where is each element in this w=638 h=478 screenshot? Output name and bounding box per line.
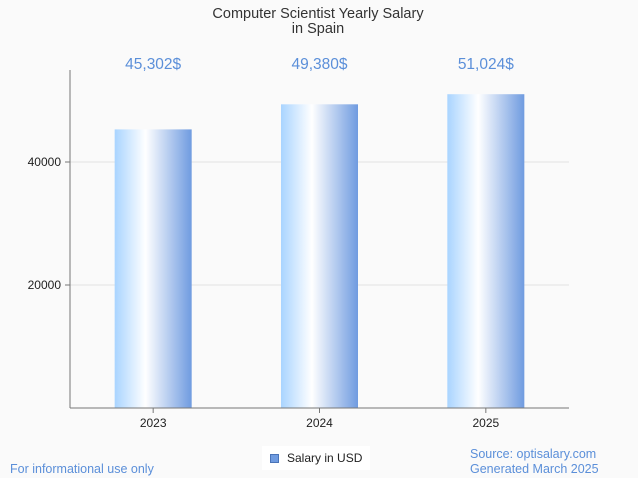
source-text: Source: optisalary.com	[470, 447, 597, 461]
y-tick-label: 40000	[28, 155, 62, 169]
x-tick-label: 2024	[306, 416, 333, 430]
chart-title-line-1: Computer Scientist Yearly Salary	[212, 6, 424, 22]
generated-text: Generated March 2025	[470, 462, 599, 476]
legend-swatch	[270, 453, 279, 463]
bar	[281, 104, 358, 409]
bar	[447, 94, 525, 409]
data-label: 49,380$	[291, 56, 347, 73]
x-tick-label: 2023	[140, 416, 167, 430]
x-tick-label: 2025	[472, 416, 499, 430]
chart-title-line-2: in Spain	[292, 21, 344, 37]
data-label: 51,024$	[458, 56, 514, 73]
bar	[114, 129, 192, 408]
source-block: Source: optisalary.com Generated March 2…	[470, 447, 599, 477]
legend-label: Salary in USD	[287, 451, 363, 465]
y-tick-label: 20000	[28, 278, 62, 292]
legend: Salary in USD	[262, 446, 371, 470]
disclaimer-text: For informational use only	[10, 462, 154, 476]
data-label: 45,302$	[125, 56, 181, 73]
